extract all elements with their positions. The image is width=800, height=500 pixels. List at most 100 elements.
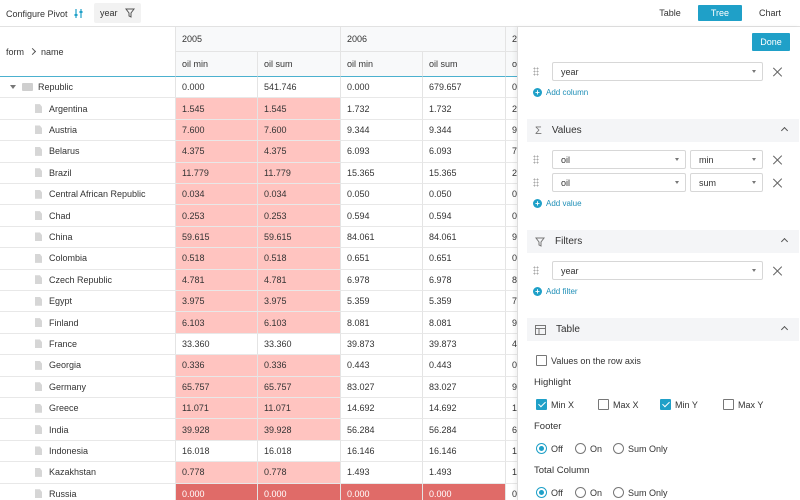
configure-pivot-button[interactable]: Configure Pivot: [6, 6, 84, 21]
drag-handle-icon[interactable]: [533, 155, 539, 164]
table-row[interactable]: Austria 7.600 7.600 9.344 9.344 9: [0, 119, 517, 142]
column-field-select[interactable]: year: [552, 62, 763, 81]
table-row[interactable]: Germany 65.757 65.757 83.027 83.027 9: [0, 376, 517, 398]
done-button[interactable]: Done: [752, 33, 790, 51]
table-row[interactable]: Czech Republic 4.781 4.781 6.978 6.978 8: [0, 269, 517, 291]
highlight-max-y-checkbox[interactable]: [723, 399, 734, 410]
plus-icon: +: [533, 87, 542, 97]
value-cell: 1.545: [176, 98, 258, 120]
mode-table[interactable]: Table: [659, 8, 681, 18]
value-cell: 39.928: [176, 419, 258, 441]
total-sum-only-radio[interactable]: [613, 487, 624, 498]
add-column-button[interactable]: + Add column: [533, 86, 588, 98]
value-cell: 15.365: [341, 162, 423, 184]
value-cell: 679.657: [423, 77, 506, 99]
value-cell: 65.757: [258, 376, 341, 398]
value-cell: 0.253: [176, 205, 258, 227]
pivot-table: 2005 2006 2 form name oil min oil sum oi…: [0, 27, 517, 500]
table-row[interactable]: Central African Republic 0.034 0.034 0.050 0…: [0, 184, 517, 206]
header-measure: oil min: [176, 52, 258, 77]
value-cell: 7: [506, 291, 517, 313]
total-column-label: Total Column: [534, 465, 590, 476]
table-row-root[interactable]: Republic 0.000 541.746 0.000 679.657 0: [0, 77, 517, 99]
row-name-cell: Germany: [0, 376, 176, 398]
total-off-radio[interactable]: [536, 487, 547, 498]
remove-column-close-icon[interactable]: [773, 67, 783, 77]
mode-chart[interactable]: Chart: [758, 8, 781, 18]
drag-handle-icon[interactable]: [533, 266, 539, 275]
table-row[interactable]: Argentina 1.545 1.545 1.732 1.732 2: [0, 98, 517, 120]
row-name-label: Brazil: [49, 167, 72, 178]
values-section-title: Values: [551, 125, 582, 136]
header-measure: oil sum: [423, 52, 506, 77]
values-row-axis-checkbox[interactable]: [536, 355, 547, 366]
caret-down-icon[interactable]: [10, 85, 16, 90]
document-icon: [35, 104, 42, 114]
corner-name: name: [41, 46, 64, 57]
value-cell: 0.253: [258, 205, 341, 227]
table-row[interactable]: China 59.615 59.615 84.061 84.061 9: [0, 226, 517, 249]
value-cell: 59.615: [176, 226, 258, 249]
table-row[interactable]: Brazil 11.779 11.779 15.365 15.365 2: [0, 162, 517, 184]
drag-handle-icon[interactable]: [533, 178, 539, 187]
highlight-min-x-checkbox[interactable]: [536, 399, 547, 410]
table-row[interactable]: Georgia 0.336 0.336 0.443 0.443 0: [0, 355, 517, 377]
value-cell: 0: [506, 355, 517, 377]
highlight-label: Highlight: [534, 377, 571, 388]
remove-value-close-icon[interactable]: [773, 155, 783, 165]
document-icon: [35, 125, 42, 135]
mode-tree[interactable]: Tree: [697, 5, 742, 21]
table-row[interactable]: India 39.928 39.928 56.284 56.284 6: [0, 419, 517, 441]
value-cell: 1.732: [341, 98, 423, 120]
value-cell: 56.284: [341, 419, 423, 441]
add-filter-button[interactable]: + Add filter: [533, 285, 578, 297]
table-row[interactable]: Finland 6.103 6.103 8.081 8.081 9: [0, 312, 517, 334]
table-row[interactable]: Greece 11.071 11.071 14.692 14.692 1: [0, 398, 517, 420]
footer-on-radio[interactable]: [575, 443, 586, 454]
value-cell: 0.050: [423, 184, 506, 206]
add-value-button[interactable]: + Add value: [533, 197, 582, 209]
document-icon: [35, 318, 42, 328]
remove-value-close-icon[interactable]: [773, 178, 783, 188]
values-section-header[interactable]: Σ Values: [527, 119, 799, 142]
table-row[interactable]: Russia 0.000 0.000 0.000 0.000 0: [0, 483, 517, 500]
chevron-up-icon: [780, 126, 789, 135]
value-cell: 0.034: [176, 184, 258, 206]
filters-section-header[interactable]: Filters: [527, 230, 799, 253]
value-cell: 1.493: [341, 462, 423, 484]
value-op-select[interactable]: sum: [690, 173, 763, 192]
value-cell: 2: [506, 98, 517, 120]
toolbar: Configure Pivot year Table Tree Chart: [0, 0, 800, 27]
document-icon: [35, 189, 42, 199]
filter-chip-year[interactable]: year: [94, 3, 141, 23]
table-row[interactable]: Egypt 3.975 3.975 5.359 5.359 7: [0, 291, 517, 313]
row-name-label: France: [49, 338, 78, 349]
filter-field-select[interactable]: year: [552, 261, 763, 280]
document-icon: [35, 211, 42, 221]
highlight-max-x-checkbox[interactable]: [598, 399, 609, 410]
value-field-select[interactable]: oil: [552, 150, 686, 169]
highlight-min-y-checkbox[interactable]: [660, 399, 671, 410]
remove-filter-close-icon[interactable]: [773, 266, 783, 276]
value-cell: 0.778: [176, 462, 258, 484]
table-row[interactable]: Belarus 4.375 4.375 6.093 6.093 7: [0, 141, 517, 163]
table-row[interactable]: Colombia 0.518 0.518 0.651 0.651 0: [0, 248, 517, 270]
table-row[interactable]: Indonesia 16.018 16.018 16.146 16.146 1: [0, 440, 517, 463]
row-name-cell: France: [0, 333, 176, 356]
value-field-select[interactable]: oil: [552, 173, 686, 192]
value-cell: 9.344: [423, 119, 506, 142]
row-name-cell: Belarus: [0, 141, 176, 163]
value-cell: 83.027: [341, 376, 423, 398]
row-name-cell: Indonesia: [0, 440, 176, 463]
footer-sum-only-radio[interactable]: [613, 443, 624, 454]
table-row[interactable]: France 33.360 33.360 39.873 39.873 4: [0, 333, 517, 356]
drag-handle-icon[interactable]: [533, 67, 539, 76]
header-year: 2006: [341, 27, 506, 52]
total-on-radio[interactable]: [575, 487, 586, 498]
table-row[interactable]: Kazakhstan 0.778 0.778 1.493 1.493 1: [0, 462, 517, 484]
table-row[interactable]: Chad 0.253 0.253 0.594 0.594 0: [0, 205, 517, 227]
value-op-value: sum: [699, 177, 717, 188]
footer-off-radio[interactable]: [536, 443, 547, 454]
value-op-select[interactable]: min: [690, 150, 763, 169]
table-section-header[interactable]: Table: [527, 318, 799, 341]
